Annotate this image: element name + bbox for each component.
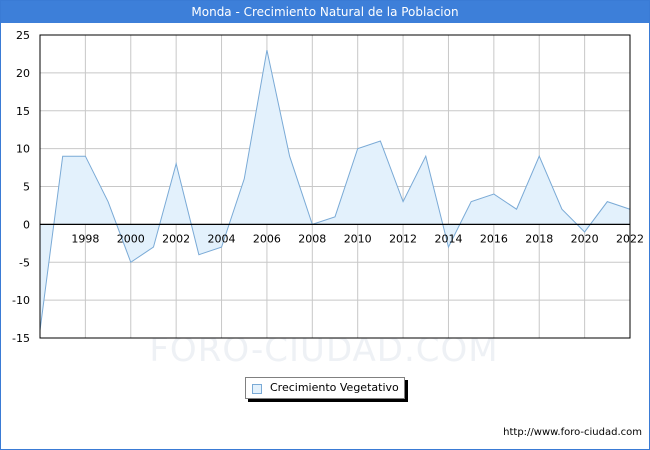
y-tick-label: 0 — [23, 218, 30, 231]
y-tick-label: 20 — [16, 67, 30, 80]
y-tick-label: 15 — [16, 105, 30, 118]
x-tick-label: 1998 — [71, 232, 99, 245]
x-tick-label: 2018 — [525, 232, 553, 245]
source-credit: http://www.foro-ciudad.com — [503, 427, 642, 438]
y-tick-label: -5 — [19, 256, 30, 269]
legend-swatch — [252, 384, 262, 394]
legend: Crecimiento Vegetativo — [245, 377, 405, 399]
x-tick-label: 2020 — [571, 232, 599, 245]
y-tick-label: 10 — [16, 143, 30, 156]
plot-border — [39, 34, 631, 339]
legend-label: Crecimiento Vegetativo — [270, 381, 399, 394]
y-tick-label: -15 — [12, 332, 30, 345]
x-tick-label: 2006 — [253, 232, 281, 245]
y-tick-label: -10 — [12, 294, 30, 307]
x-tick-label: 2016 — [480, 232, 508, 245]
x-tick-label: 2012 — [389, 232, 417, 245]
x-tick-label: 2008 — [298, 232, 326, 245]
x-tick-label: 2014 — [434, 232, 462, 245]
x-tick-label: 2004 — [208, 232, 236, 245]
x-tick-label: 2010 — [344, 232, 372, 245]
y-tick-label: 25 — [16, 29, 30, 42]
x-tick-label: 2002 — [162, 232, 190, 245]
chart-title: Monda - Crecimiento Natural de la Poblac… — [1, 1, 649, 23]
x-tick-label: 2000 — [117, 232, 145, 245]
series-line — [39, 50, 631, 331]
y-tick-label: 5 — [23, 181, 30, 194]
